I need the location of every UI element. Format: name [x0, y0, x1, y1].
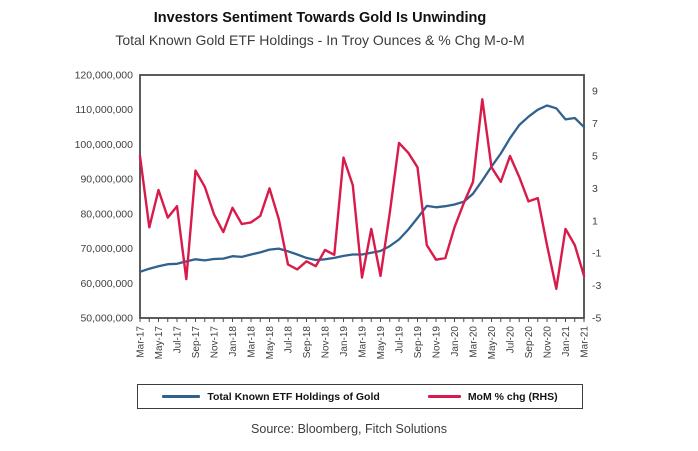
- x-axis-label: May-18: [265, 326, 276, 360]
- chart-subtitle: Total Known Gold ETF Holdings - In Troy …: [115, 32, 525, 48]
- y-axis-label-right: 5: [592, 151, 598, 163]
- chart-title: Investors Sentiment Towards Gold Is Unwi…: [153, 10, 487, 26]
- x-axis-label: May-19: [376, 326, 387, 360]
- plot-frame: [139, 74, 585, 319]
- x-axis-label: Mar-21: [579, 326, 590, 358]
- x-axis-label: Jul-20: [505, 326, 516, 354]
- x-axis-label: Nov-19: [431, 326, 442, 359]
- y-axis-label-right: -5: [592, 313, 601, 325]
- legend-item-holdings: Total Known ETF Holdings of Gold: [162, 390, 380, 403]
- holdings-line-swatch: [162, 395, 201, 398]
- mom-line-swatch: [427, 395, 461, 398]
- legend-item-mom: MoM % chg (RHS): [427, 390, 558, 403]
- x-axis-label: Nov-17: [209, 326, 220, 359]
- x-axis-label: Mar-20: [468, 326, 479, 358]
- x-axis-label: Sep-18: [302, 326, 313, 359]
- source-attribution: Source: Bloomberg, Fitch Solutions: [251, 422, 447, 436]
- y-axis-label-right: 1: [592, 215, 598, 227]
- y-axis-label-left: 50,000,000: [80, 313, 133, 325]
- x-axis-label: Jan-21: [561, 326, 572, 357]
- y-axis-label-left: 120,000,000: [75, 70, 134, 82]
- x-axis-label: Sep-20: [524, 326, 535, 359]
- x-axis-label: Nov-18: [320, 326, 331, 359]
- legend-label-holdings: Total Known ETF Holdings of Gold: [207, 390, 380, 403]
- x-axis-label: Jan-20: [450, 326, 461, 357]
- x-axis-label: Jan-18: [228, 326, 239, 357]
- y-axis-label-left: 80,000,000: [80, 208, 133, 220]
- y-axis-label-right: 3: [592, 183, 598, 195]
- y-axis-label-left: 110,000,000: [75, 104, 133, 116]
- legend-label-mom: MoM % chg (RHS): [467, 390, 558, 403]
- x-axis-label: Mar-19: [357, 326, 368, 358]
- x-axis-label: Jul-18: [283, 326, 294, 354]
- y-axis-label-right: 7: [592, 118, 598, 130]
- x-axis-label: May-20: [487, 326, 498, 360]
- x-axis-label: Sep-19: [413, 326, 424, 359]
- y-axis-label-right: -1: [592, 248, 601, 260]
- chart-legend: Total Known ETF Holdings of Gold MoM % c…: [137, 384, 583, 409]
- y-axis-label-right: 9: [592, 86, 598, 98]
- x-axis-label: Mar-17: [135, 326, 146, 358]
- holdings-line: [138, 104, 586, 273]
- mom-line: [138, 98, 586, 290]
- y-axis-label-left: 100,000,000: [75, 139, 134, 151]
- y-axis-label-right: -3: [592, 280, 601, 292]
- y-axis-label-left: 90,000,000: [80, 174, 133, 186]
- x-axis-label: Jul-19: [394, 326, 405, 354]
- x-axis-label: Jan-19: [339, 326, 350, 357]
- x-axis-label: Nov-20: [542, 326, 553, 359]
- x-axis-label: Jul-17: [172, 326, 183, 354]
- y-axis-label-left: 60,000,000: [80, 278, 133, 290]
- x-axis-label: Sep-17: [191, 326, 202, 359]
- y-axis-label-left: 70,000,000: [80, 243, 133, 255]
- x-axis-label: Mar-18: [246, 326, 257, 358]
- x-axis-label: May-17: [154, 326, 165, 360]
